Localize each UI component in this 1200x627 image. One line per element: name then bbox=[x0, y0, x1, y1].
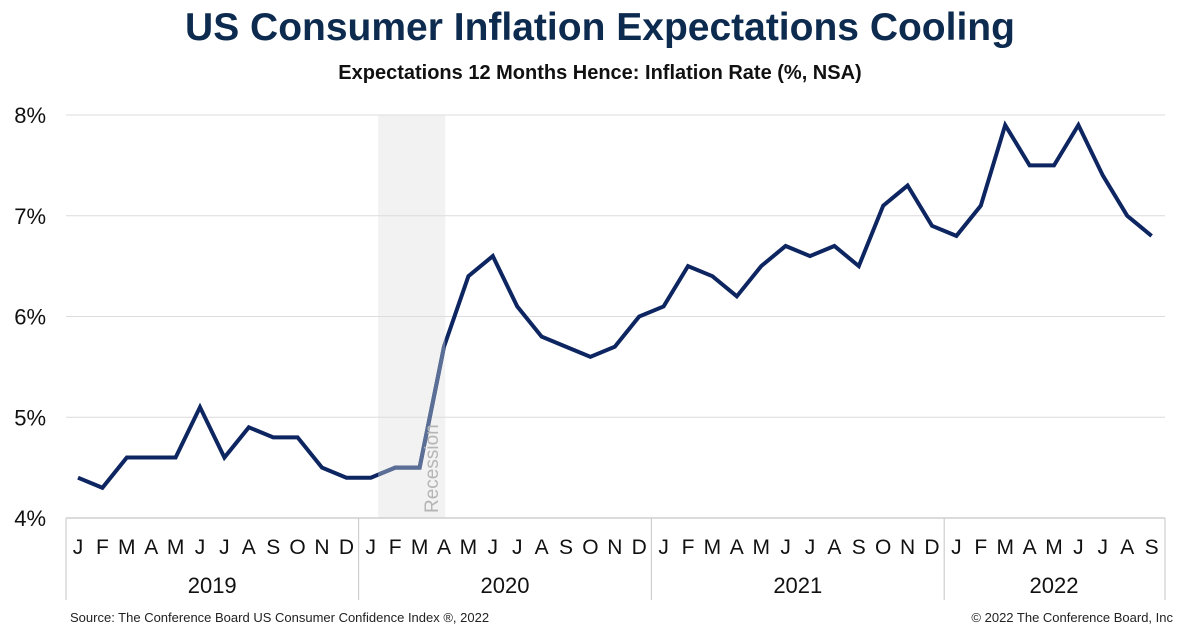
x-tick-label: M bbox=[996, 536, 1014, 559]
x-tick-label: J bbox=[512, 536, 523, 559]
x-tick-label: J bbox=[195, 536, 206, 559]
source-note: Source: The Conference Board US Consumer… bbox=[70, 610, 490, 625]
x-tick-label: D bbox=[339, 536, 354, 559]
x-tick-label: M bbox=[411, 536, 429, 559]
x-tick-label: J bbox=[73, 536, 84, 559]
x-tick-label: F bbox=[389, 536, 402, 559]
x-tick-label: A bbox=[827, 536, 841, 559]
x-tick-label: M bbox=[1045, 536, 1063, 559]
x-tick-label: A bbox=[1023, 536, 1037, 559]
x-tick-label: S bbox=[852, 536, 866, 559]
x-tick-label: M bbox=[460, 536, 478, 559]
x-tick-label: M bbox=[118, 536, 136, 559]
y-tick-label: 4% bbox=[14, 506, 46, 531]
x-tick-label: M bbox=[704, 536, 722, 559]
x-tick-label: J bbox=[951, 536, 962, 559]
x-tick-label: J bbox=[780, 536, 791, 559]
x-tick-label: N bbox=[314, 536, 329, 559]
year-label: 2019 bbox=[188, 573, 237, 598]
x-tick-label: S bbox=[1145, 536, 1159, 559]
x-tick-label: O bbox=[289, 536, 305, 559]
x-tick-label: N bbox=[900, 536, 915, 559]
x-tick-label: O bbox=[875, 536, 891, 559]
year-label: 2022 bbox=[1030, 573, 1079, 598]
x-tick-label: J bbox=[658, 536, 669, 559]
x-tick-label: M bbox=[167, 536, 185, 559]
x-tick-label: F bbox=[96, 536, 109, 559]
year-label: 2021 bbox=[773, 573, 822, 598]
x-tick-label: F bbox=[682, 536, 695, 559]
x-tick-label: S bbox=[266, 536, 280, 559]
x-tick-label: A bbox=[144, 536, 158, 559]
chart-title: US Consumer Inflation Expectations Cooli… bbox=[185, 6, 1015, 49]
series-line bbox=[77, 120, 1153, 491]
x-tick-label: D bbox=[924, 536, 939, 559]
y-tick-label: 6% bbox=[14, 305, 46, 330]
x-tick-label: M bbox=[752, 536, 770, 559]
y-tick-label: 7% bbox=[14, 204, 46, 229]
x-tick-label: A bbox=[730, 536, 744, 559]
x-tick-label: J bbox=[1073, 536, 1084, 559]
x-tick-label: S bbox=[559, 536, 573, 559]
x-tick-label: D bbox=[632, 536, 647, 559]
x-tick-label: A bbox=[437, 536, 451, 559]
x-tick-label: A bbox=[535, 536, 549, 559]
x-tick-label: J bbox=[366, 536, 377, 559]
x-tick-label: O bbox=[582, 536, 598, 559]
year-label: 2020 bbox=[481, 573, 530, 598]
x-tick-label: F bbox=[974, 536, 987, 559]
x-tick-label: J bbox=[488, 536, 499, 559]
y-tick-label: 5% bbox=[14, 405, 46, 430]
x-tick-label: J bbox=[219, 536, 230, 559]
recession-label: Recession bbox=[422, 424, 443, 513]
copyright-note: © 2022 The Conference Board, Inc bbox=[971, 610, 1173, 625]
x-tick-label: N bbox=[607, 536, 622, 559]
y-tick-label: 8% bbox=[14, 103, 46, 128]
x-tick-label: A bbox=[1120, 536, 1134, 559]
x-tick-label: J bbox=[1098, 536, 1109, 559]
chart-subtitle: Expectations 12 Months Hence: Inflation … bbox=[338, 62, 862, 84]
x-tick-label: J bbox=[805, 536, 816, 559]
x-tick-label: A bbox=[242, 536, 256, 559]
